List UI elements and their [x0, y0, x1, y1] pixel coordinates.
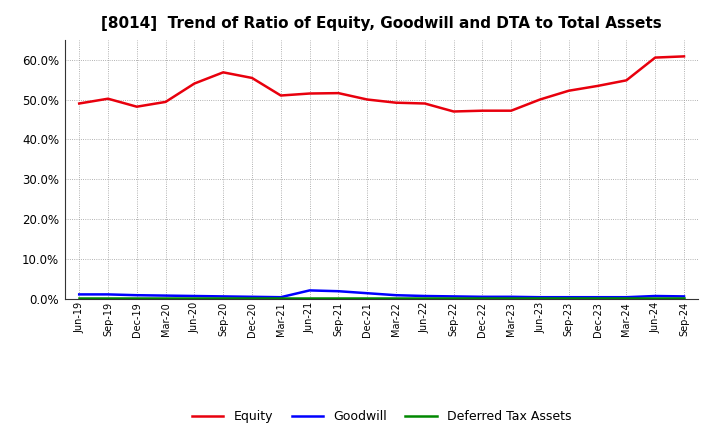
- Goodwill: [536, 294, 544, 300]
- Deferred Tax Assets: [363, 295, 372, 301]
- Equity: [219, 70, 228, 75]
- Equity: [478, 108, 487, 114]
- Equity: [132, 104, 141, 109]
- Deferred Tax Assets: [190, 295, 199, 301]
- Goodwill: [219, 294, 228, 299]
- Goodwill: [507, 294, 516, 300]
- Equity: [420, 101, 429, 106]
- Deferred Tax Assets: [132, 295, 141, 301]
- Deferred Tax Assets: [161, 295, 170, 301]
- Goodwill: [190, 293, 199, 299]
- Goodwill: [651, 293, 660, 299]
- Deferred Tax Assets: [276, 295, 285, 301]
- Deferred Tax Assets: [651, 295, 660, 301]
- Legend: Equity, Goodwill, Deferred Tax Assets: Equity, Goodwill, Deferred Tax Assets: [187, 405, 576, 428]
- Equity: [392, 100, 400, 105]
- Equity: [190, 81, 199, 86]
- Equity: [334, 91, 343, 96]
- Deferred Tax Assets: [593, 295, 602, 301]
- Goodwill: [132, 293, 141, 298]
- Goodwill: [75, 292, 84, 297]
- Deferred Tax Assets: [420, 295, 429, 301]
- Goodwill: [478, 294, 487, 300]
- Goodwill: [392, 293, 400, 298]
- Deferred Tax Assets: [305, 295, 314, 301]
- Equity: [75, 101, 84, 106]
- Equity: [449, 109, 458, 114]
- Equity: [651, 55, 660, 60]
- Equity: [593, 83, 602, 88]
- Deferred Tax Assets: [248, 295, 256, 301]
- Deferred Tax Assets: [478, 295, 487, 301]
- Equity: [363, 97, 372, 102]
- Goodwill: [248, 294, 256, 300]
- Goodwill: [593, 294, 602, 300]
- Equity: [536, 97, 544, 102]
- Equity: [622, 78, 631, 83]
- Deferred Tax Assets: [334, 295, 343, 301]
- Goodwill: [363, 290, 372, 296]
- Equity: [161, 99, 170, 105]
- Equity: [248, 75, 256, 81]
- Equity: [104, 96, 112, 101]
- Equity: [305, 91, 314, 96]
- Line: Equity: Equity: [79, 56, 684, 111]
- Goodwill: [564, 294, 573, 300]
- Deferred Tax Assets: [219, 295, 228, 301]
- Equity: [564, 88, 573, 93]
- Goodwill: [680, 294, 688, 299]
- Goodwill: [305, 288, 314, 293]
- Deferred Tax Assets: [392, 295, 400, 301]
- Goodwill: [161, 293, 170, 298]
- Deferred Tax Assets: [622, 295, 631, 301]
- Goodwill: [276, 294, 285, 300]
- Deferred Tax Assets: [680, 295, 688, 301]
- Deferred Tax Assets: [564, 295, 573, 301]
- Goodwill: [104, 292, 112, 297]
- Equity: [507, 108, 516, 114]
- Equity: [680, 54, 688, 59]
- Deferred Tax Assets: [104, 295, 112, 301]
- Goodwill: [420, 293, 429, 299]
- Goodwill: [622, 294, 631, 300]
- Goodwill: [449, 294, 458, 299]
- Deferred Tax Assets: [536, 295, 544, 301]
- Title: [8014]  Trend of Ratio of Equity, Goodwill and DTA to Total Assets: [8014] Trend of Ratio of Equity, Goodwil…: [102, 16, 662, 32]
- Equity: [276, 93, 285, 98]
- Deferred Tax Assets: [75, 295, 84, 301]
- Line: Goodwill: Goodwill: [79, 290, 684, 297]
- Deferred Tax Assets: [507, 295, 516, 301]
- Deferred Tax Assets: [449, 295, 458, 301]
- Goodwill: [334, 289, 343, 294]
